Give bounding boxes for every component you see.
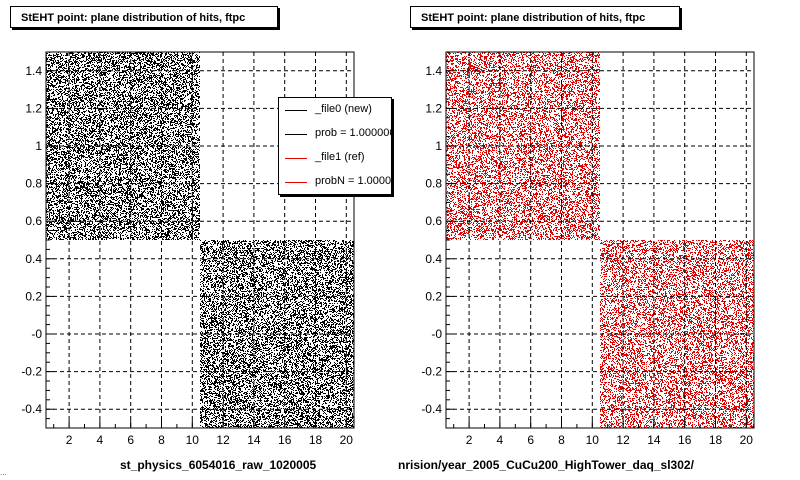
x-tick-label-0: 2 [66, 433, 73, 447]
x-tick-label-3: 8 [158, 433, 165, 447]
left-x-axis-label: st_physics_6054016_raw_1020005 [120, 458, 317, 472]
x-tick-label-1: 4 [97, 433, 104, 447]
x-tick-label-5: 12 [616, 433, 630, 447]
x-tick-label-4: 10 [186, 433, 200, 447]
left-panel-title: StEHT point: plane distribution of hits,… [10, 6, 278, 28]
y-tick-label-5: 0.6 [25, 214, 42, 228]
x-tick-label-8: 18 [309, 433, 323, 447]
y-tick-label-3: 0.2 [25, 289, 42, 303]
y-tick-label-7: 1 [35, 139, 42, 153]
x-tick-label-6: 14 [647, 433, 661, 447]
y-tick-label-2: -0 [431, 327, 442, 341]
x-tick-label-4: 10 [586, 433, 600, 447]
right-x-axis-label: nrision/year_2005_CuCu200_HighTower_daq_… [398, 458, 694, 472]
y-tick-label-5: 0.6 [425, 214, 442, 228]
legend-entry-prob: prob = 1.000000 [279, 124, 392, 144]
y-tick-label-4: 0.4 [25, 252, 42, 266]
y-tick-label-6: 0.8 [425, 177, 442, 191]
chart-left: 2 4 6 8 10 12 14 16 18 20 -0.4 -0.2 -0 0.2 0.4 0.6 0.8 1 1… [21, 51, 355, 447]
y-tick-label-8: 1.2 [25, 101, 42, 115]
x-tick-label-5: 12 [216, 433, 230, 447]
x-tick-label-2: 6 [527, 433, 534, 447]
chart-right: 2 4 6 8 10 12 14 16 18 20 -0.4 -0.2 -0 0.2 0.4 0.6 0.8 1 1… [421, 51, 755, 447]
y-tick-label-9: 1.4 [425, 64, 442, 78]
x-tick-label-6: 14 [247, 433, 261, 447]
legend-swatch-file1 [285, 158, 307, 159]
legend-entry-file1: _file1 (ref) [279, 148, 391, 168]
x-tick-label-7: 16 [278, 433, 292, 447]
x-tick-label-9: 20 [340, 433, 354, 447]
x-tick-label-9: 20 [740, 433, 754, 447]
y-tick-label-4: 0.4 [425, 252, 442, 266]
x-tick-label-3: 8 [558, 433, 565, 447]
legend-swatch-prob [285, 134, 307, 135]
x-tick-label-1: 4 [497, 433, 504, 447]
legend: _file0 (new) prob = 1.000000 _file1 (ref… [278, 97, 392, 195]
y-tick-label-7: 1 [435, 139, 442, 153]
legend-label-probN: probN = 1.000000 [315, 175, 392, 187]
x-tick-label-2: 6 [127, 433, 134, 447]
x-tick-label-0: 2 [466, 433, 473, 447]
y-tick-label-0: -0.4 [21, 402, 42, 416]
y-tick-label-1: -0.2 [21, 365, 42, 379]
y-tick-label-9: 1.4 [25, 64, 42, 78]
footer-small-text: ... [0, 469, 7, 477]
legend-swatch-file0 [285, 110, 307, 111]
x-tick-label-7: 16 [678, 433, 692, 447]
y-tick-label-1: -0.2 [421, 365, 442, 379]
legend-entry-probN: probN = 1.000000 [279, 172, 392, 192]
y-tick-label-0: -0.4 [421, 402, 442, 416]
x-tick-label-8: 18 [709, 433, 723, 447]
y-tick-label-8: 1.2 [425, 101, 442, 115]
legend-swatch-probN [285, 182, 307, 183]
legend-entry-file0: _file0 (new) [279, 100, 391, 120]
legend-label-file1: _file1 (ref) [315, 151, 365, 163]
y-tick-label-3: 0.2 [425, 289, 442, 303]
legend-label-prob: prob = 1.000000 [315, 127, 392, 139]
y-tick-label-6: 0.8 [25, 177, 42, 191]
right-panel-title: StEHT point: plane distribution of hits,… [410, 6, 680, 28]
legend-label-file0: _file0 (new) [315, 103, 372, 115]
y-tick-label-2: -0 [31, 327, 42, 341]
